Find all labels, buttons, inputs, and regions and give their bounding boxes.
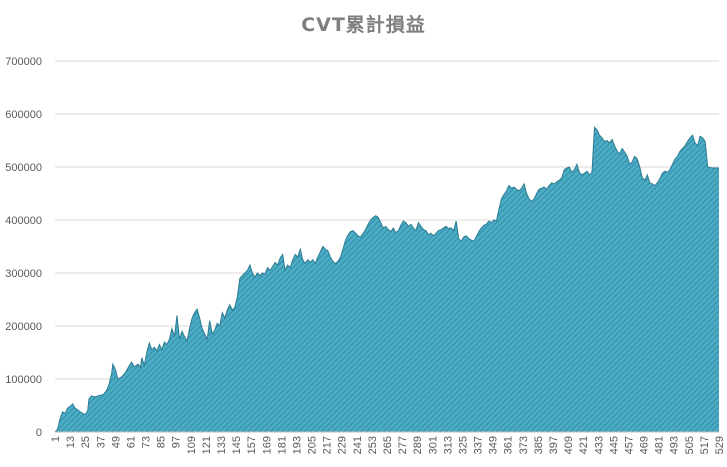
y-tick-label: 100000 bbox=[5, 374, 42, 386]
x-tick-label: 37 bbox=[95, 436, 107, 448]
y-axis: 0 100000 200000 300000 400000 500000 600000 700… bbox=[5, 56, 42, 439]
series-area bbox=[55, 127, 719, 432]
y-tick-label: 300000 bbox=[5, 268, 42, 280]
x-tick-label: 445 bbox=[608, 436, 620, 454]
x-tick-label: 301 bbox=[427, 436, 439, 454]
x-tick-label: 253 bbox=[367, 436, 379, 454]
x-tick-label: 169 bbox=[261, 436, 273, 454]
x-tick-label: 361 bbox=[503, 436, 515, 454]
series-line bbox=[54, 126, 719, 433]
x-tick-label: 457 bbox=[623, 436, 635, 454]
x-tick-label: 481 bbox=[654, 436, 666, 454]
y-tick-label: 500000 bbox=[5, 162, 42, 174]
x-tick-label: 181 bbox=[276, 436, 288, 454]
x-tick-label: 241 bbox=[352, 436, 364, 454]
x-tick-label: 157 bbox=[246, 436, 258, 454]
x-tick-label: 25 bbox=[80, 436, 92, 448]
x-tick-label: 205 bbox=[307, 436, 319, 454]
x-tick-label: 517 bbox=[699, 436, 711, 454]
x-tick-label: 325 bbox=[457, 436, 469, 454]
x-tick-label: 97 bbox=[171, 436, 183, 448]
plot-area bbox=[54, 126, 719, 433]
x-tick-label: 1 bbox=[50, 436, 62, 442]
x-tick-label: 289 bbox=[412, 436, 424, 454]
x-tick-label: 469 bbox=[639, 436, 651, 454]
x-tick-label: 13 bbox=[65, 436, 77, 448]
x-tick-label: 121 bbox=[201, 436, 213, 454]
x-tick-label: 145 bbox=[231, 436, 243, 454]
x-tick-label: 409 bbox=[563, 436, 575, 454]
x-tick-label: 73 bbox=[141, 436, 153, 448]
x-tick-label: 421 bbox=[578, 436, 590, 454]
y-tick-label: 600000 bbox=[5, 109, 42, 121]
x-tick-label: 385 bbox=[533, 436, 545, 454]
x-tick-label: 61 bbox=[125, 436, 137, 448]
x-tick-label: 133 bbox=[216, 436, 228, 454]
y-tick-label: 200000 bbox=[5, 321, 42, 333]
x-tick-label: 277 bbox=[397, 436, 409, 454]
x-tick-label: 349 bbox=[488, 436, 500, 454]
x-tick-label: 397 bbox=[548, 436, 560, 454]
x-tick-label: 193 bbox=[291, 436, 303, 454]
x-axis: 1 13 25 37 49 61 73 85 97 109 121 133 145 157 169 181 19… bbox=[50, 431, 726, 454]
x-tick-label: 229 bbox=[337, 436, 349, 454]
y-tick-label: 0 bbox=[36, 427, 42, 439]
x-tick-label: 337 bbox=[473, 436, 485, 454]
y-tick-label: 400000 bbox=[5, 215, 42, 227]
y-tick-label: 700000 bbox=[5, 56, 42, 68]
x-tick-label: 85 bbox=[156, 436, 168, 448]
x-tick-label: 217 bbox=[322, 436, 334, 454]
x-tick-label: 49 bbox=[110, 436, 122, 448]
x-tick-label: 529 bbox=[714, 436, 726, 454]
x-tick-label: 265 bbox=[382, 436, 394, 454]
x-tick-label: 505 bbox=[684, 436, 696, 454]
x-tick-label: 109 bbox=[186, 436, 198, 454]
x-tick-label: 493 bbox=[669, 436, 681, 454]
x-tick-label: 433 bbox=[593, 436, 605, 454]
x-tick-label: 373 bbox=[518, 436, 530, 454]
x-tick-label: 313 bbox=[442, 436, 454, 454]
chart-title: CVT累計損益 bbox=[301, 14, 426, 36]
